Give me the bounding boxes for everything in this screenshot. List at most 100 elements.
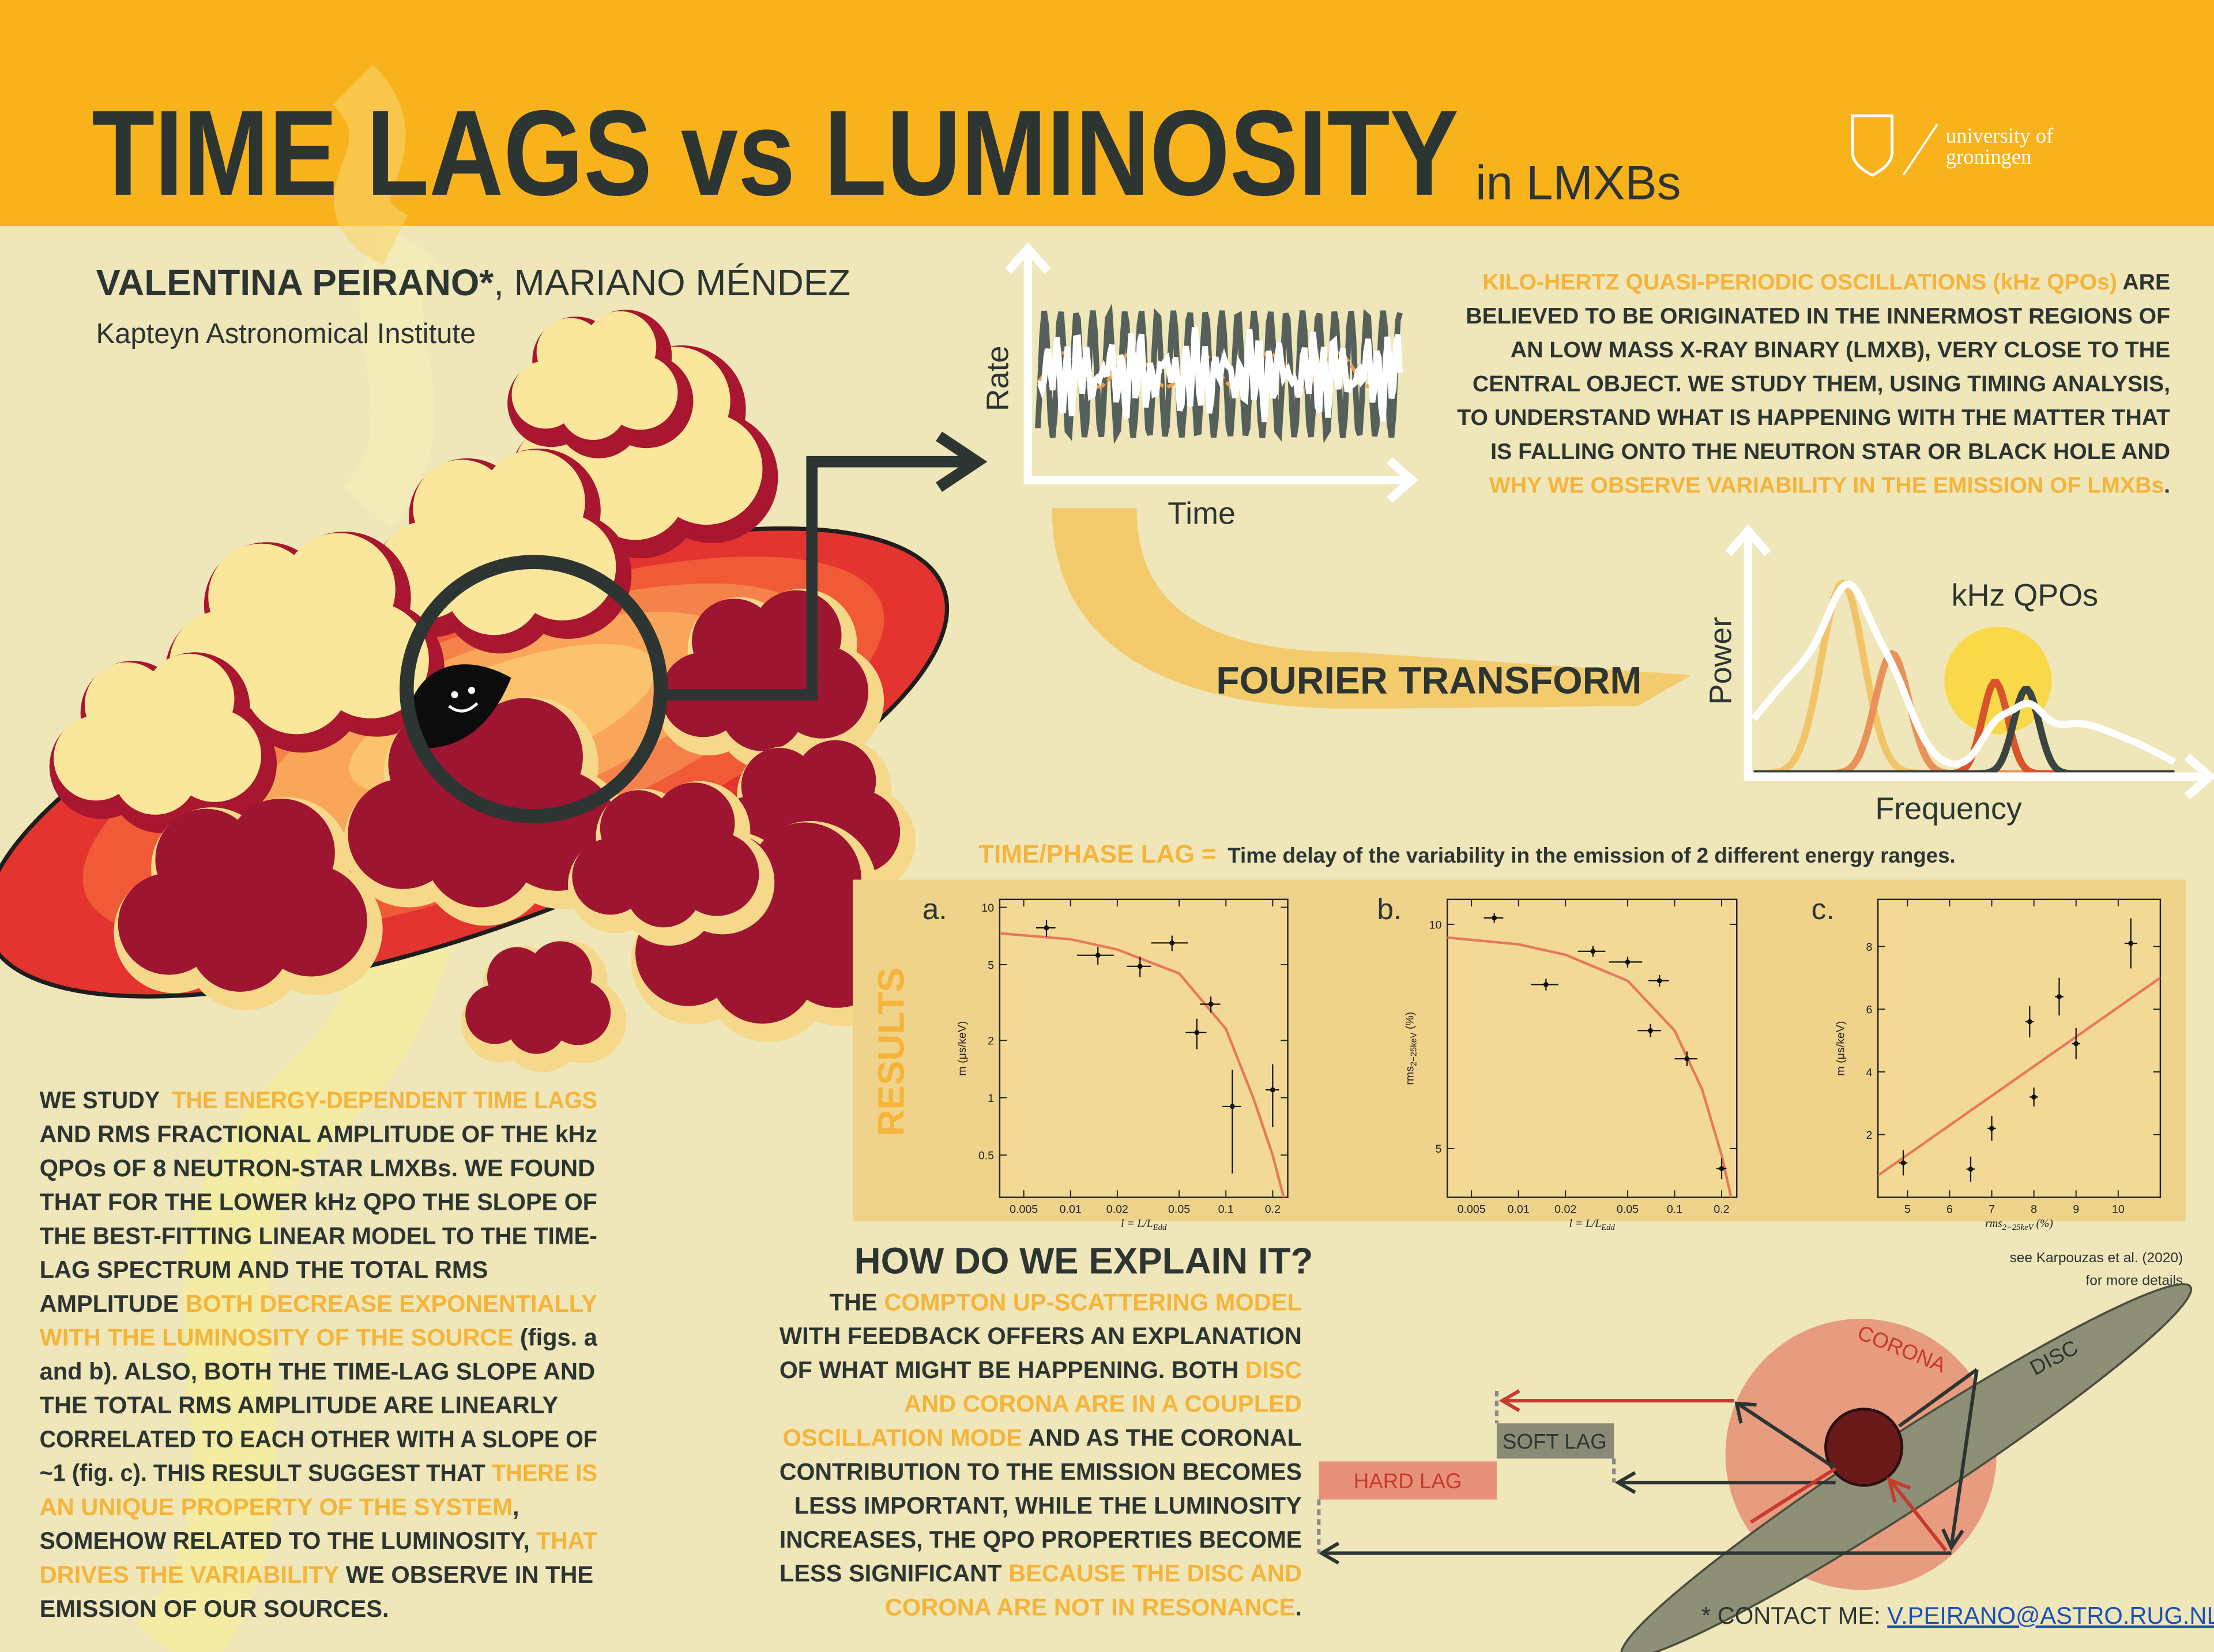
cloud-puff <box>583 311 657 384</box>
axis-label: Power <box>1703 617 1738 705</box>
data-point <box>1989 1126 1994 1131</box>
text-line: WHY WE OBSERVE VARIABILITY IN THE EMISSI… <box>1489 473 2170 498</box>
contact-email[interactable]: V.PEIRANO@ASTRO.RUG.NL <box>1887 1602 2214 1629</box>
text-line: CORRELATED TO EACH OTHER WITH A SLOPE OF <box>40 1425 597 1452</box>
axes <box>1005 242 2214 800</box>
text-line: OF WHAT MIGHT BE HAPPENING. BOTH DISC <box>780 1356 1302 1383</box>
plot-frame <box>999 898 1289 1198</box>
axis <box>1023 251 1412 484</box>
data-point <box>1137 964 1143 969</box>
lens <box>400 431 988 823</box>
cloud-puff <box>748 822 861 936</box>
arrowhead <box>1498 1389 1520 1412</box>
text-run: THE BEST-FITTING LINEAR MODEL TO THE TIM… <box>40 1222 597 1249</box>
cloud-puff <box>425 797 536 908</box>
explain-title: HOW DO WE EXPLAIN IT? <box>854 1241 1313 1282</box>
cloud-puff <box>507 994 567 1054</box>
black-hole <box>409 664 511 748</box>
axis-label: Rate <box>981 345 1015 411</box>
text-run: WE STUDY <box>40 1086 172 1113</box>
text-line: THE COMPTON UP-SCATTERING MODEL <box>830 1288 1302 1315</box>
data-point <box>1968 1166 1974 1172</box>
data-point <box>1270 1087 1275 1093</box>
arrowhead <box>1734 1401 1757 1424</box>
explain-text: THE COMPTON UP-SCATTERING MODEL WITH FEED… <box>780 1288 1302 1620</box>
text-line: AND RMS FRACTIONAL AMPLITUDE OF THE kHz <box>40 1120 597 1147</box>
x-tick-label: 6 <box>1946 1203 1953 1216</box>
highlight: AN UNIQUE PROPERTY OF THE SYSTEM <box>40 1493 513 1520</box>
text-run: ~1 (fig. c). THIS RESULT SUGGEST THAT <box>40 1459 492 1487</box>
text-run: IS FALLING ONTO THE NEUTRON STAR OR BLAC… <box>1490 439 2170 464</box>
text-run: EMISSION OF OUR SOURCES. <box>40 1595 389 1622</box>
x-tick-label: 0.02 <box>1554 1203 1576 1216</box>
text-run: THE TOTAL RMS AMPLITUDE ARE LINEARLY <box>40 1391 559 1418</box>
panel-label: c. <box>1812 892 1835 925</box>
text-line: THE TOTAL RMS AMPLITUDE ARE LINEARLY <box>40 1391 559 1418</box>
highlight: THERE IS <box>492 1459 597 1487</box>
text-line: AN UNIQUE PROPERTY OF THE SYSTEM, <box>40 1493 519 1520</box>
x-tick-label: 0.01 <box>1060 1203 1082 1216</box>
text-run: BELIEVED TO BE ORIGINATED IN THE INNERMO… <box>1466 304 2170 329</box>
text-line: CONTRIBUTION TO THE EMISSION BECOMES <box>780 1458 1302 1485</box>
institute: Kapteyn Astronomical Institute <box>96 318 476 349</box>
qpo-label: kHz QPOs <box>1952 578 2098 613</box>
highlight: BOTH DECREASE EXPONENTIALLY <box>186 1290 597 1317</box>
data-point <box>1543 982 1549 987</box>
text-run: ARE <box>2117 270 2170 295</box>
x-tick-label: 0.02 <box>1106 1203 1128 1216</box>
highlight: OSCILLATION MODE <box>783 1424 1022 1451</box>
cloud-puff <box>584 438 687 540</box>
text-line: INCREASES, THE QPO PROPERTIES BECOME <box>780 1526 1302 1553</box>
text-line: BELIEVED TO BE ORIGINATED IN THE INNERMO… <box>1466 304 2170 329</box>
text-line: AN LOW MASS X-RAY BINARY (LMXB), VERY CL… <box>1511 338 2170 363</box>
wave <box>1036 351 1402 389</box>
text-run: (figs. a <box>513 1324 597 1351</box>
text-line: and b). ALSO, BOTH THE TIME-LAG SLOPE AN… <box>40 1357 596 1384</box>
arrow <box>1949 1369 1979 1546</box>
x-tick-label: 0.2 <box>1265 1203 1281 1216</box>
data-point <box>1229 1104 1235 1109</box>
authors: VALENTINA PEIRANO*, MARIANO MÉNDEZ <box>96 262 851 303</box>
results-title: RESULTS <box>871 968 912 1136</box>
label-text: rms <box>1985 1218 2002 1230</box>
x-tick-label: 9 <box>2073 1203 2079 1216</box>
label-sub: 2−25keV <box>2002 1223 2035 1232</box>
lag-term: TIME/PHASE LAG = <box>978 840 1217 868</box>
data-point <box>1095 953 1101 958</box>
label-sub: Edd <box>1153 1223 1167 1232</box>
cloud-puff <box>709 917 816 1024</box>
highlight: THAT <box>536 1527 597 1554</box>
smoke <box>342 222 437 529</box>
label-sub: Edd <box>1601 1223 1615 1232</box>
hard-lag-label: HARD LAG <box>1354 1469 1462 1493</box>
contact: * CONTACT ME: V.PEIRANO@ASTRO.RUG.NL <box>1701 1602 2214 1629</box>
y-tick-label: 0.5 <box>978 1150 994 1162</box>
text-run: TO UNDERSTAND WHAT IS HAPPENING WITH THE… <box>1457 405 2170 430</box>
text-run: CORRELATED TO EACH OTHER WITH A SLOPE OF <box>40 1425 597 1452</box>
logo-text: groningen <box>1946 145 2032 168</box>
text-run: , <box>513 1493 519 1520</box>
cloud-puff <box>559 372 627 441</box>
axis-label: Time <box>1168 496 1236 530</box>
text-run: . <box>2164 473 2170 498</box>
text-line: WITH FEEDBACK OFFERS AN EXPLANATION <box>780 1322 1302 1349</box>
label-text: rms <box>1403 1066 1416 1085</box>
data-point <box>2128 940 2134 946</box>
lag-definition: TIME/PHASE LAG = Time delay of the variab… <box>978 840 1956 868</box>
cloud-puff <box>481 450 585 554</box>
label-text: m (μs/keV) <box>1834 1021 1847 1076</box>
smoke <box>332 65 409 266</box>
data-point <box>1684 1056 1690 1062</box>
y-tick-label: 6 <box>1866 1004 1872 1017</box>
y-tick-label: 2 <box>988 1035 994 1048</box>
logo-slash <box>1902 123 1938 176</box>
hard-lag-box <box>1319 1461 1497 1500</box>
data-point <box>1492 915 1497 921</box>
arrow <box>1738 1403 1837 1470</box>
text-run: and b). ALSO, BOTH THE TIME-LAG SLOPE AN… <box>40 1357 596 1384</box>
data-point <box>1044 925 1049 931</box>
text-line: THAT FOR THE LOWER kHz QPO THE SLOPE OF <box>40 1188 597 1216</box>
cloud-puff <box>112 729 198 815</box>
arrowhead <box>1725 524 1771 556</box>
